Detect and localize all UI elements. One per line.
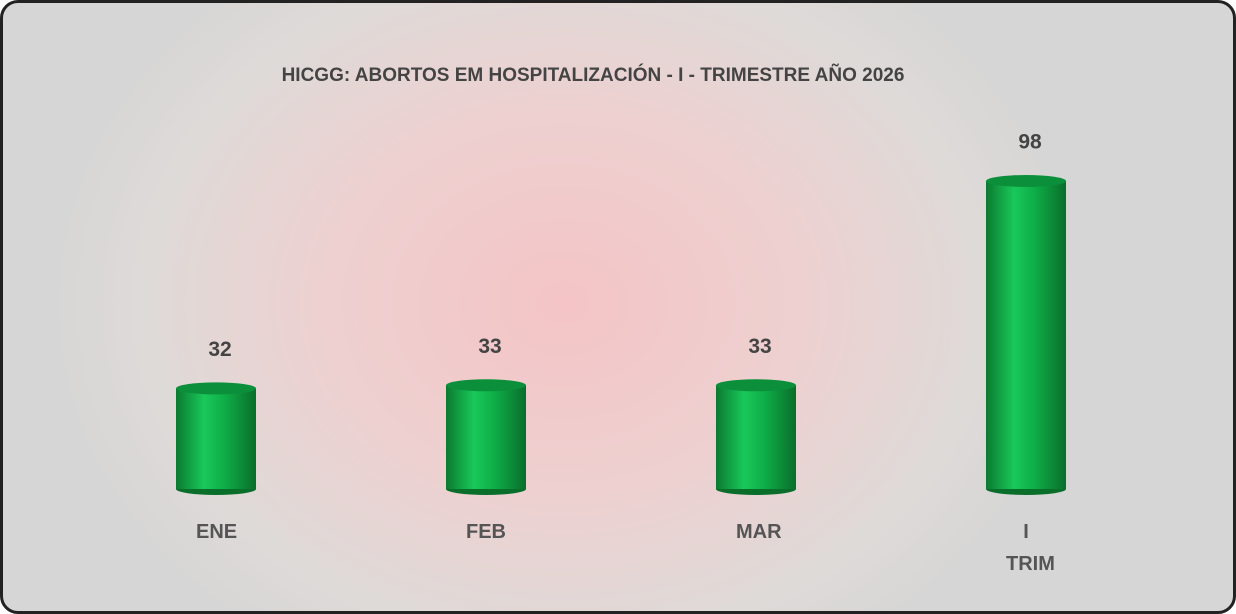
bar-part: [986, 175, 1066, 187]
bar-part: [446, 379, 526, 391]
value-label: 32: [208, 338, 231, 361]
bar-part: [176, 382, 256, 394]
value-label: 33: [478, 335, 501, 358]
x-tick-label: I TRIM: [1006, 516, 1046, 580]
chart-title: HICGG: ABORTOS EM HOSPITALIZACIÓN - I - …: [282, 64, 905, 86]
bar-part: [446, 385, 526, 489]
bar: [176, 382, 256, 495]
bar-part: [176, 388, 256, 489]
x-tick-label: FEB: [466, 516, 506, 548]
bar: [446, 379, 526, 495]
bar-part: [716, 379, 796, 391]
bar-part: [716, 385, 796, 489]
value-label: 33: [748, 335, 771, 358]
chart: HICGG: ABORTOS EM HOSPITALIZACIÓN - I - …: [0, 0, 1236, 614]
bar-part: [986, 181, 1066, 489]
value-label: 98: [1018, 131, 1042, 154]
chart-svg: HICGG: ABORTOS EM HOSPITALIZACIÓN - I - …: [3, 3, 1233, 611]
bar: [716, 379, 796, 495]
bar: [986, 175, 1066, 495]
x-tick-label: ENE: [196, 516, 236, 548]
x-tick-label: MAR: [736, 516, 776, 548]
